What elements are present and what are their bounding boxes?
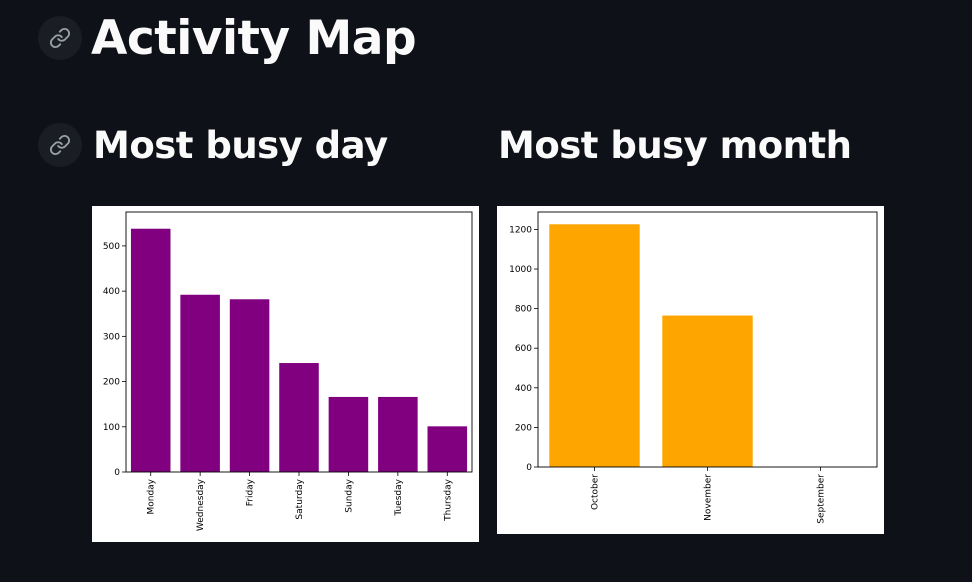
day-chart-bar-monday: [130, 228, 171, 472]
page-title: Activity Map: [91, 11, 417, 66]
day-chart-y-tick-label: 100: [103, 423, 120, 433]
day-chart-y-tick-label: 400: [103, 287, 120, 297]
busy-day-heading: Most busy day: [93, 124, 388, 167]
month-chart-bar-october: [549, 224, 640, 467]
day-chart-x-tick-label-monday: Monday: [147, 478, 157, 514]
day-chart-bar-wednesday: [180, 294, 220, 472]
month-chart-bar-november: [662, 315, 753, 467]
busy-day-chart: 0 100 200 300 400 500 Monday Wednesday Friday Sat…: [92, 206, 479, 542]
month-chart-y-tick-label: 1000: [509, 265, 532, 275]
busy-month-heading: Most busy month: [498, 124, 852, 167]
day-chart-x-tick-label-wednesday: Wednesday: [196, 478, 206, 531]
month-chart-axes-frame: [537, 211, 878, 468]
day-chart-x-tick-label-tuesday: Tuesday: [394, 478, 404, 516]
busy-month-chart: 0 200 400 600 800 1000 1200 October November Sept…: [497, 206, 884, 534]
month-chart-y-tick-label: 400: [515, 384, 532, 394]
month-chart-y-tick-label: 800: [515, 305, 532, 315]
day-chart-x-tick-label-thursday: Thursday: [443, 478, 453, 522]
day-chart-y-tick-label: 200: [103, 378, 120, 388]
day-chart-bar-saturday: [279, 363, 319, 472]
month-chart-y-tick-label: 200: [515, 423, 532, 433]
month-chart-x-tick-label-november: November: [704, 474, 714, 521]
day-chart-y-tick-label: 500: [103, 242, 120, 252]
month-chart-x-tick-label-september: September: [817, 474, 827, 524]
section-anchor-link-icon[interactable]: [38, 123, 82, 167]
busy-month-chart-svg: 0 200 400 600 800 1000 1200 October November Sept…: [509, 211, 878, 524]
title-anchor-link-icon[interactable]: [38, 16, 82, 60]
month-chart-y-tick-label: 600: [515, 344, 532, 354]
day-chart-bar-tuesday: [378, 396, 418, 472]
month-chart-y-tick-label: 0: [526, 463, 532, 473]
day-chart-bar-friday: [229, 299, 270, 472]
month-chart-y-tick-label: 1200: [509, 225, 532, 235]
day-chart-x-tick-label-friday: Friday: [246, 478, 256, 506]
day-chart-x-tick-label-sunday: Sunday: [344, 478, 354, 512]
day-chart-y-tick-label: 0: [114, 468, 120, 478]
day-chart-bar-sunday: [328, 396, 369, 472]
day-chart-x-tick-label-saturday: Saturday: [295, 478, 305, 519]
day-chart-bar-thursday: [427, 426, 468, 472]
day-chart-y-tick-label: 300: [103, 332, 120, 342]
busy-day-chart-svg: 0 100 200 300 400 500 Monday Wednesday Friday Sat…: [103, 211, 473, 531]
month-chart-x-tick-label-october: October: [591, 474, 601, 510]
day-chart-axes-frame: [125, 211, 473, 473]
